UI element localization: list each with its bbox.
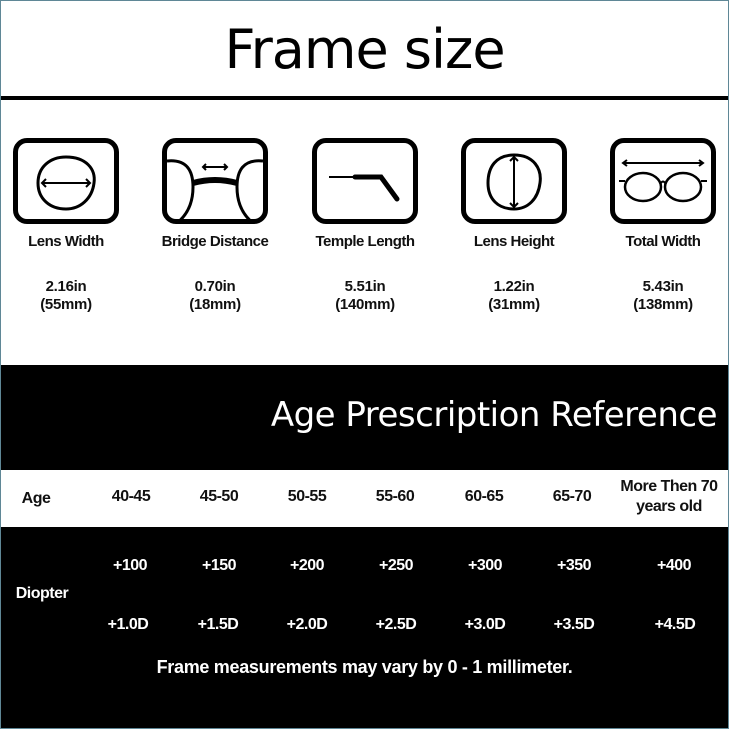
- age-cell: 50-55: [287, 488, 327, 505]
- degree-cell: +350: [556, 557, 592, 574]
- measurement-label: Temple Length: [315, 233, 415, 250]
- age-label: Age: [21, 490, 51, 507]
- measurement-lens-width: Lens Width 2.16in (55mm): [0, 138, 136, 314]
- diopter-cell: +3.5D: [553, 616, 595, 633]
- measurement-total-width: Total Width 5.43in (138mm): [593, 138, 729, 314]
- measurement-inches: 1.22in: [493, 278, 535, 295]
- measurement-inches: 5.51in: [344, 278, 386, 295]
- age-cell: 45-50: [199, 488, 239, 505]
- degree-cell: +300: [467, 557, 503, 574]
- degree-cell: +100: [112, 557, 148, 574]
- lens-width-icon: [13, 138, 119, 224]
- total-width-icon: [610, 138, 716, 224]
- bridge-distance-icon: [162, 138, 268, 224]
- lens-height-icon: [461, 138, 567, 224]
- measurement-lens-height: Lens Height 1.22in (31mm): [444, 138, 584, 314]
- measurement-mm: (55mm): [40, 296, 92, 313]
- diopter-cell: +3.0D: [464, 616, 506, 633]
- degree-cell: +250: [378, 557, 414, 574]
- age-row: [0, 470, 729, 527]
- footnote: Frame measurements may vary by 0 - 1 mil…: [156, 657, 573, 677]
- measurement-label: Lens Width: [28, 233, 104, 250]
- page-title: Frame size: [224, 18, 505, 81]
- age-cell: More Then 70 years old: [620, 478, 718, 515]
- degree-cell: +400: [656, 557, 692, 574]
- measurement-inches: 2.16in: [45, 278, 87, 295]
- measurement-mm: (138mm): [633, 296, 693, 313]
- measurement-mm: (18mm): [189, 296, 241, 313]
- measurement-inches: 5.43in: [642, 278, 684, 295]
- age-cell: 60-65: [464, 488, 504, 505]
- diopter-cell: +4.5D: [654, 616, 696, 633]
- measurement-mm: (31mm): [488, 296, 540, 313]
- divider: [0, 96, 729, 100]
- temple-length-icon: [312, 138, 418, 224]
- diopter-cell: +2.0D: [286, 616, 328, 633]
- measurement-label: Lens Height: [473, 233, 555, 250]
- age-cell: 40-45: [111, 488, 151, 505]
- reference-header: [0, 365, 729, 470]
- measurement-label: Total Width: [625, 233, 701, 250]
- age-cell: 65-70: [552, 488, 592, 505]
- diopter-label: Diopter: [15, 585, 69, 602]
- measurement-bridge-distance: Bridge Distance 0.70in (18mm): [145, 138, 285, 314]
- reference-title: Age Prescription Reference: [270, 395, 718, 435]
- measurement-temple-length: Temple Length 5.51in (140mm): [295, 138, 435, 314]
- age-cell: 55-60: [375, 488, 415, 505]
- measurement-label: Bridge Distance: [161, 233, 269, 250]
- diopter-cell: +1.5D: [197, 616, 239, 633]
- diopter-cell: +2.5D: [375, 616, 417, 633]
- measurement-inches: 0.70in: [194, 278, 236, 295]
- diopter-cell: +1.0D: [107, 616, 149, 633]
- degree-cell: +150: [201, 557, 237, 574]
- degree-cell: +200: [289, 557, 325, 574]
- diopter-section: [0, 527, 729, 729]
- measurement-mm: (140mm): [335, 296, 395, 313]
